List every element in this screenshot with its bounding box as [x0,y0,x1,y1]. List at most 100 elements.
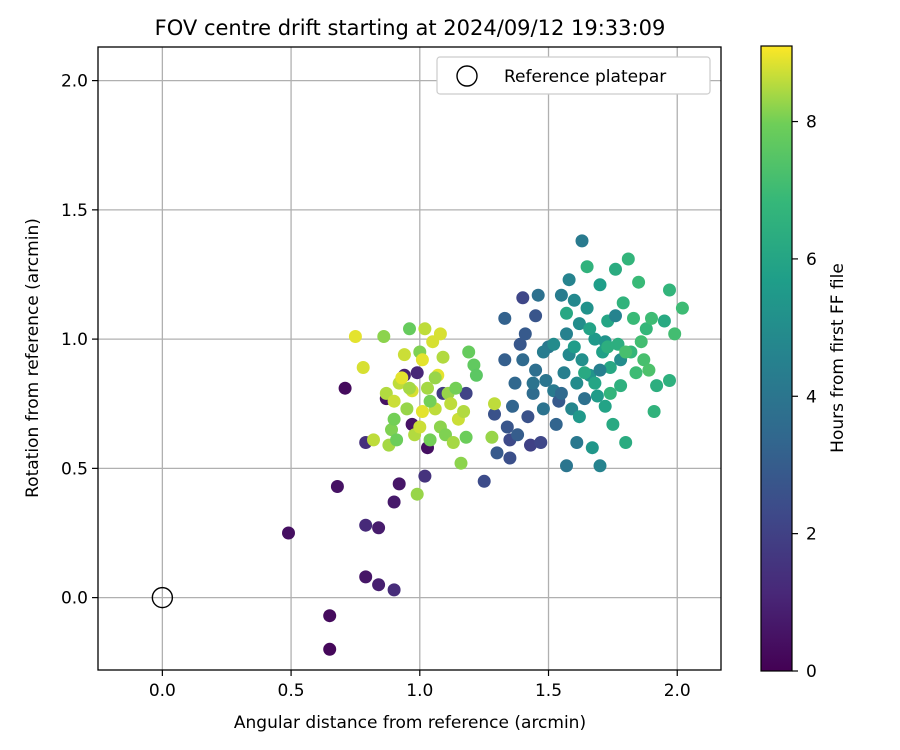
plot-area [151,234,689,656]
data-point [518,327,532,341]
data-point [359,570,373,584]
colorbar-tick-label: 6 [806,250,817,270]
data-point [282,526,295,540]
colorbar-tick-label: 8 [806,113,817,133]
data-point [562,273,576,287]
data-point [572,410,586,424]
data-point [413,420,427,434]
data-point [516,353,530,367]
data-point [619,436,633,449]
data-point [459,386,473,400]
data-point [488,397,501,411]
data-point [583,322,597,336]
data-point [560,327,573,341]
data-point [490,446,504,460]
data-point [500,420,514,434]
data-point [657,314,671,328]
colorbar-label: Hours from first FF file [828,263,848,453]
data-point [433,327,447,341]
data-point [668,327,682,341]
data-point [392,477,406,491]
data-point [549,417,563,431]
data-point [645,311,658,325]
legend-entry: Reference platepar [504,67,666,87]
data-point [578,392,592,406]
data-point [663,374,676,387]
y-axis: 0.0 0.5 1.0 1.5 2.0 [61,72,98,609]
data-point [534,436,548,449]
data-point [410,366,424,380]
data-point [539,374,553,387]
data-point [650,379,664,393]
colorbar-tick-label: 4 [806,387,817,407]
x-axis-label: Angular distance from reference (arcmin) [234,713,586,733]
data-point [639,322,653,336]
data-point [609,309,622,323]
data-point [554,288,568,302]
legend: Reference platepar [436,56,711,95]
data-point [387,412,401,426]
data-point [485,430,499,444]
x-tick-label: 2.0 [664,681,691,701]
data-point [410,487,424,501]
data-point [593,363,607,377]
data-point [526,386,540,400]
data-point [415,405,429,418]
data-point [423,433,437,447]
data-point [436,350,450,364]
data-point [385,423,398,437]
data-point [338,381,352,395]
data-point [423,394,437,408]
data-point [390,433,404,447]
data-point [457,405,471,418]
data-point [529,309,543,323]
x-axis: 0.0 0.5 1.0 1.5 2.0 [149,670,691,701]
data-point [580,260,594,274]
data-point [609,262,622,276]
legend-box [436,56,711,95]
data-point [536,402,550,416]
data-point [588,376,602,390]
data-point [585,441,599,455]
colorbar: 0 2 4 6 8 Hours from first FF file [760,45,848,682]
data-point [601,340,615,354]
data-point [614,379,628,393]
data-point [575,353,589,367]
data-point [634,335,648,349]
data-point [629,366,643,380]
data-point [590,389,604,403]
data-point [403,322,416,336]
data-point [323,642,337,656]
data-point [418,322,432,336]
colorbar-ticks: 0 2 4 6 8 [792,113,817,682]
data-point [513,337,527,351]
data-point [397,348,411,362]
data-point [575,234,589,248]
data-point [524,438,537,452]
data-point [570,436,584,449]
data-point [467,358,481,372]
data-point [508,376,522,390]
data-point [578,366,592,380]
data-point [387,495,401,509]
data-point [560,306,573,320]
data-point [367,433,380,447]
y-tick-label: 0.0 [61,589,88,609]
data-point [387,583,401,597]
data-point [619,345,633,359]
data-point [567,340,581,354]
y-tick-label: 1.0 [61,330,88,350]
data-point [632,275,646,289]
data-point [421,381,434,395]
x-tick-label: 1.0 [406,681,433,701]
chart-title: FOV centre drift starting at 2024/09/12 … [155,16,666,40]
data-point [330,480,344,493]
data-point [616,296,630,310]
data-point [627,311,640,325]
data-point [395,371,409,385]
data-point [567,293,581,307]
data-point [570,376,584,390]
y-tick-label: 0.5 [61,459,88,479]
data-point [675,301,689,315]
